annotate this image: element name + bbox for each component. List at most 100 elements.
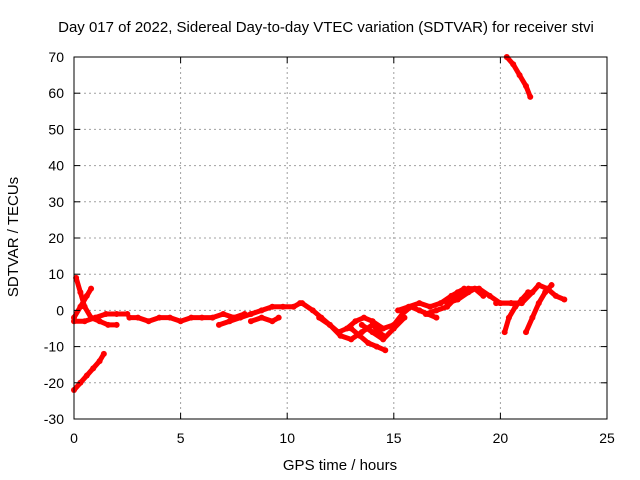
x-tick-label: 15 — [386, 430, 402, 446]
data-point — [373, 343, 380, 350]
grid-lines — [74, 57, 607, 419]
data-point — [102, 311, 109, 318]
data-series-arc-7 — [247, 314, 282, 325]
data-point — [405, 303, 412, 310]
data-point — [188, 314, 195, 321]
data-series-arc-4 — [71, 311, 131, 325]
data-point — [422, 311, 429, 318]
data-point — [77, 379, 84, 386]
y-tick-label: 40 — [48, 158, 64, 174]
data-point — [348, 336, 355, 343]
data-point — [105, 321, 112, 328]
data-point — [275, 314, 282, 321]
data-point — [100, 350, 107, 357]
data-point — [444, 300, 451, 307]
y-tick-label: 60 — [48, 85, 64, 101]
y-tick-label: -20 — [44, 375, 64, 391]
data-point — [512, 303, 519, 310]
data-point — [92, 314, 99, 321]
data-point — [399, 311, 406, 318]
data-point — [369, 318, 376, 325]
data-point — [382, 347, 389, 354]
data-point — [348, 325, 355, 332]
y-tick-label: 20 — [48, 230, 64, 246]
data-point — [83, 372, 90, 379]
data-point — [380, 336, 387, 343]
data-point — [247, 311, 254, 318]
data-point — [535, 300, 542, 307]
data-series-arc-18 — [522, 282, 555, 336]
data-point — [369, 329, 376, 336]
x-axis-label: GPS time / hours — [283, 457, 397, 474]
data-point — [356, 332, 363, 339]
data-point — [279, 303, 286, 310]
data-point — [508, 300, 515, 307]
data-point — [471, 285, 478, 292]
data-point — [501, 329, 508, 336]
data-point — [352, 318, 359, 325]
data-point — [81, 318, 88, 325]
data-point — [215, 321, 222, 328]
data-point — [258, 307, 265, 314]
data-point — [220, 311, 227, 318]
data-point — [326, 321, 333, 328]
y-tick-label: -30 — [44, 411, 64, 427]
plot-frame — [73, 56, 608, 420]
data-point — [145, 318, 152, 325]
data-point — [395, 307, 402, 314]
x-tick-label: 5 — [177, 430, 185, 446]
data-point — [358, 321, 365, 328]
data-point — [465, 289, 472, 296]
data-series-arc-17 — [501, 289, 532, 336]
y-tick-label: 10 — [48, 266, 64, 282]
data-point — [365, 339, 372, 346]
series-line — [248, 315, 282, 324]
data-point — [525, 289, 532, 296]
data-series-arc-10 — [348, 325, 389, 354]
data-point — [156, 314, 163, 321]
data-point — [454, 296, 461, 303]
data-series-arc-1 — [71, 350, 107, 394]
data-point — [516, 72, 523, 79]
data-point — [177, 318, 184, 325]
data-point — [343, 325, 350, 332]
data-point — [96, 318, 103, 325]
y-tick-label: 0 — [56, 302, 64, 318]
y-tick-label: -10 — [44, 339, 64, 355]
series-line — [502, 289, 531, 335]
x-tick-label: 0 — [70, 430, 78, 446]
data-point — [535, 282, 542, 289]
data-point — [113, 321, 120, 328]
x-tick-label: 10 — [279, 430, 295, 446]
data-point — [480, 292, 487, 299]
data-point — [486, 292, 493, 299]
data-series-arc-15 — [444, 285, 487, 307]
data-point — [548, 282, 555, 289]
data-point — [134, 314, 141, 321]
data-point — [258, 314, 265, 321]
data-point — [527, 93, 534, 100]
data-point — [96, 358, 103, 365]
data-point — [198, 314, 205, 321]
x-tick-label: 25 — [599, 430, 615, 446]
data-point — [113, 311, 120, 318]
data-point — [316, 314, 323, 321]
data-point — [77, 289, 84, 296]
data-point — [561, 296, 568, 303]
tick-labels: 0 5 10 15 20 25 -30 -20 -10 0 10 20 30 40 50 60 70 — [44, 49, 615, 446]
data-point — [542, 289, 549, 296]
data-point — [226, 318, 233, 325]
data-point — [247, 318, 254, 325]
data-point — [390, 321, 397, 328]
x-tick-label: 20 — [493, 430, 509, 446]
data-point — [433, 314, 440, 321]
data-point — [510, 61, 517, 68]
data-point — [360, 314, 367, 321]
data-point — [77, 303, 84, 310]
data-series-arc-11 — [358, 314, 408, 343]
chart-title: Day 017 of 2022, Sidereal Day-to-day VTE… — [58, 19, 594, 36]
data-point — [529, 289, 536, 296]
data-point — [493, 300, 500, 307]
data-point — [437, 300, 444, 307]
